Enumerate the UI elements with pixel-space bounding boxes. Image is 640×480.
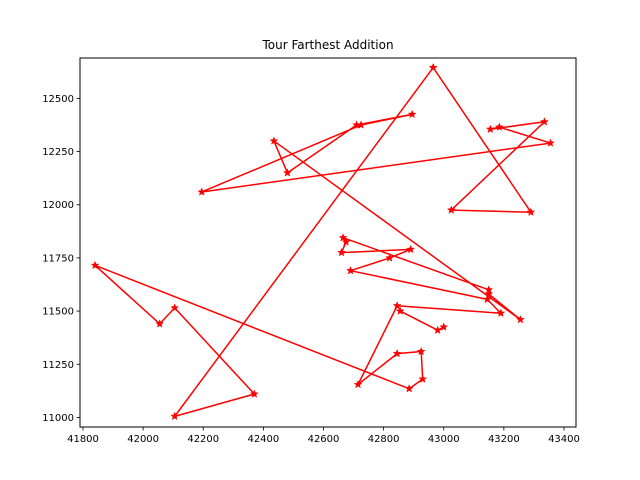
x-tick-label: 43000 [428, 434, 460, 445]
x-tick-label: 42400 [247, 434, 279, 445]
city-marker [428, 62, 438, 72]
city-marker [482, 294, 492, 304]
y-tick-label: 12500 [42, 94, 74, 105]
city-marker [392, 348, 402, 358]
city-marker [385, 253, 395, 262]
x-tick-label: 42000 [127, 434, 159, 445]
y-tick-label: 11250 [42, 360, 74, 371]
city-marker [539, 117, 549, 126]
y-tick-label: 11750 [42, 253, 74, 264]
tour-path-0 [94, 66, 552, 418]
city-marker [418, 374, 428, 383]
city-marker [353, 379, 363, 389]
city-marker [356, 120, 366, 129]
city-marker [545, 138, 555, 147]
city-marker [269, 136, 279, 145]
city-marker [484, 289, 494, 298]
city-marker [526, 207, 536, 216]
y-tick-label: 11000 [42, 413, 74, 424]
city-marker [337, 247, 346, 257]
city-marker [395, 306, 405, 315]
city-marker [416, 346, 426, 356]
y-tick-label: 12000 [42, 200, 74, 211]
tour-layer [90, 62, 555, 421]
city-marker [515, 314, 525, 324]
city-marker [496, 308, 506, 318]
x-tick-label: 41800 [67, 434, 99, 445]
city-marker [170, 411, 180, 421]
y-tick-label: 12250 [42, 147, 74, 158]
city-marker [338, 233, 348, 242]
x-tick-label: 42800 [368, 434, 400, 445]
x-tick-label: 43200 [488, 434, 520, 445]
city-marker [197, 187, 207, 196]
city-marker [406, 244, 416, 254]
x-tick-label: 42200 [187, 434, 219, 445]
city-marker [404, 384, 414, 393]
city-marker [346, 265, 356, 275]
plot-frame [79, 57, 577, 428]
city-marker [170, 303, 180, 312]
city-marker [439, 322, 449, 331]
city-marker [155, 319, 165, 328]
y-tick-label: 11500 [42, 307, 74, 318]
city-marker [494, 122, 504, 131]
x-tick-label: 43400 [548, 434, 580, 445]
axis-ticks: 41800 42000 42200 42400 42600 42800 43000 43200… [42, 94, 580, 445]
city-marker [446, 205, 456, 214]
city-marker [433, 325, 443, 335]
city-marker [485, 124, 495, 134]
city-marker [282, 168, 292, 177]
x-tick-label: 42600 [308, 434, 340, 445]
city-marker [392, 301, 402, 310]
city-marker [249, 389, 259, 398]
city-marker [90, 260, 100, 270]
city-marker [341, 237, 351, 246]
city-marker [407, 109, 417, 119]
chart-title: Tour Farthest Addition [261, 38, 393, 52]
